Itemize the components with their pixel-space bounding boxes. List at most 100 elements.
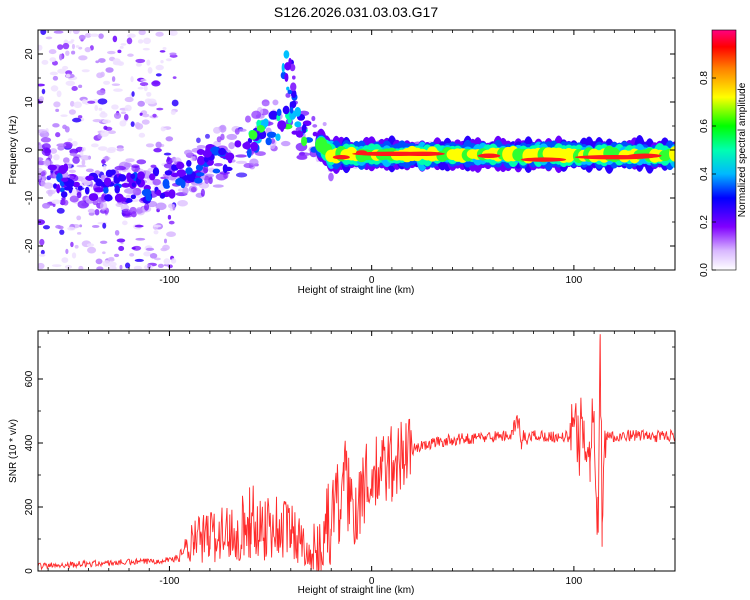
spectrogram-noise-cell [61,257,69,263]
spectrogram-ridge-cell [256,125,265,133]
spectrogram-noise-cell [58,53,63,61]
spectrogram-halo-cell [40,171,46,177]
spectrogram-spike-cell [286,86,290,91]
spectrogram-noise-cell [108,261,117,267]
spectrogram-ridge-cell [88,193,99,202]
colorbar: 0.0 0.2 0.4 0.6 0.8 Normalized spectral ampl… [699,29,748,277]
spectrogram-halo-cell [213,162,223,167]
spectrogram-noise-cell [166,157,174,165]
spectrogram-noise-cell [51,264,62,268]
spectrogram-noise-cell [102,260,111,267]
spectrogram-ridge-cell [94,187,105,193]
spectrogram-ridge-cell [246,148,252,158]
spectrogram-spike-cell [283,106,287,112]
spectrogram-noise-cell [126,37,133,45]
spectrogram-halo-cell [272,99,279,106]
spectrogram-noise-cell [167,214,172,220]
spectrogram-noise-cell [61,197,66,201]
spectrogram-halo-cell [328,172,334,182]
spectrogram-noise-cell [138,132,146,138]
spectrogram-noise-cell [116,147,125,152]
spectrogram-noise-cell [78,34,86,41]
spectrogram-ridge-cell [248,130,258,140]
spectrogram-noise-cell [78,46,83,50]
spectrogram-halo-cell [220,133,225,141]
spectrogram-halo-cell [150,164,157,168]
spectrogram-halo-cell [205,133,210,139]
spectrogram-ridge-cell [294,106,302,117]
spectrogram-halo-cell [312,124,318,128]
spectrogram-halo-cell [155,202,167,211]
spectrogram-noise-cell [90,143,99,148]
spectrogram-noise-cell [100,130,109,137]
spectrogram-halo-cell [123,188,136,194]
spectrogram-halo-cell [245,115,252,123]
spectrogram-ridge-cell [60,177,69,182]
spectrogram-ridge-cell [103,186,109,194]
spectrogram-halo-cell [46,189,56,195]
spectrogram-noise-cell [51,199,61,205]
spectrogram-noise-cell [139,82,149,87]
spectrogram-noise-cell [154,257,161,261]
spectrogram-noise-cell [38,44,43,51]
spectrogram-noise-cell [79,224,83,228]
spectrogram-halo-cell [296,154,308,161]
spectrogram-noise-cell [76,164,87,168]
spectrogram-halo-cell [43,159,51,167]
spectrogram-noise-cell [56,90,62,98]
spectrogram-ridge-cell [59,187,65,193]
spectrogram-noise-cell [70,241,74,248]
spectrogram-noise-cell [55,108,60,112]
spectrogram-ridge-cell [250,141,258,152]
spectrogram-noise-cell [103,80,111,85]
spectrogram-ridge-cell [84,186,90,195]
colorbar-tick-label: 0.2 [699,215,710,229]
spectrogram-noise-cell [153,230,159,235]
spectrogram-noise-cell [101,119,112,124]
spectrogram-ridge-cell [266,131,277,138]
spectrogram-noise-cell [71,252,77,259]
snr-x-tick-label: 0 [369,576,375,587]
spectrogram-ridge-cell [234,140,242,148]
spectrogram-halo-cell [115,202,124,208]
spectrogram-noise-cell [112,35,118,43]
snr-x-axis-label: Height of straight line (km) [298,585,415,596]
spectrogram-ridge-cell [170,172,179,178]
spectrogram-core-cell [520,157,567,162]
spectrogram-noise-cell [65,248,69,255]
spectrogram-spike-cell [291,89,297,99]
spectrogram-halo-cell [251,110,262,119]
spectrogram-halo-cell [100,174,106,182]
spectrogram-ridge-cell [176,169,187,177]
snr-y-tick-label: 600 [24,370,35,387]
spectrogram-noise-cell [67,138,73,142]
spectrogram-spike-cell [284,72,289,82]
spectrogram-spike-cell [283,50,290,59]
spectrogram-noise-cell [107,130,116,135]
spectrogram-marks [38,30,675,270]
spectrogram-halo-cell [235,172,248,178]
snr-y-axis-label: SNR (10 * v/v) [8,419,19,483]
spectrogram-noise-cell [162,47,167,50]
spectrogram-ridge-cell [258,130,267,139]
spectrogram-noise-cell [159,50,166,53]
spectrogram-halo-cell [92,200,99,206]
spectrogram-noise-cell [140,78,147,82]
spectrogram-noise-cell [38,142,41,146]
spectrogram-halo-cell [177,188,184,192]
spectrogram-ridge-cell [131,182,136,188]
spectrogram-ridge-cell [185,167,193,175]
spectrogram-noise-cell [168,220,175,225]
spectrogram-noise-cell [100,71,105,78]
spectrogram-noise-cell [111,104,119,110]
spectrogram-noise-cell [171,99,179,107]
spectrogram-halo-cell [238,128,247,132]
spectrogram-noise-cell [143,251,152,257]
spectrogram-spike-cell [287,89,293,95]
spectrogram-noise-cell [139,112,143,116]
spectrogram-ridge-cell [73,181,80,188]
spectrogram-ridge-cell [58,164,68,175]
spectrogram-noise-cell [98,33,104,39]
spectrogram-noise-cell [111,76,116,82]
spectrogram-noise-cell [76,191,82,199]
